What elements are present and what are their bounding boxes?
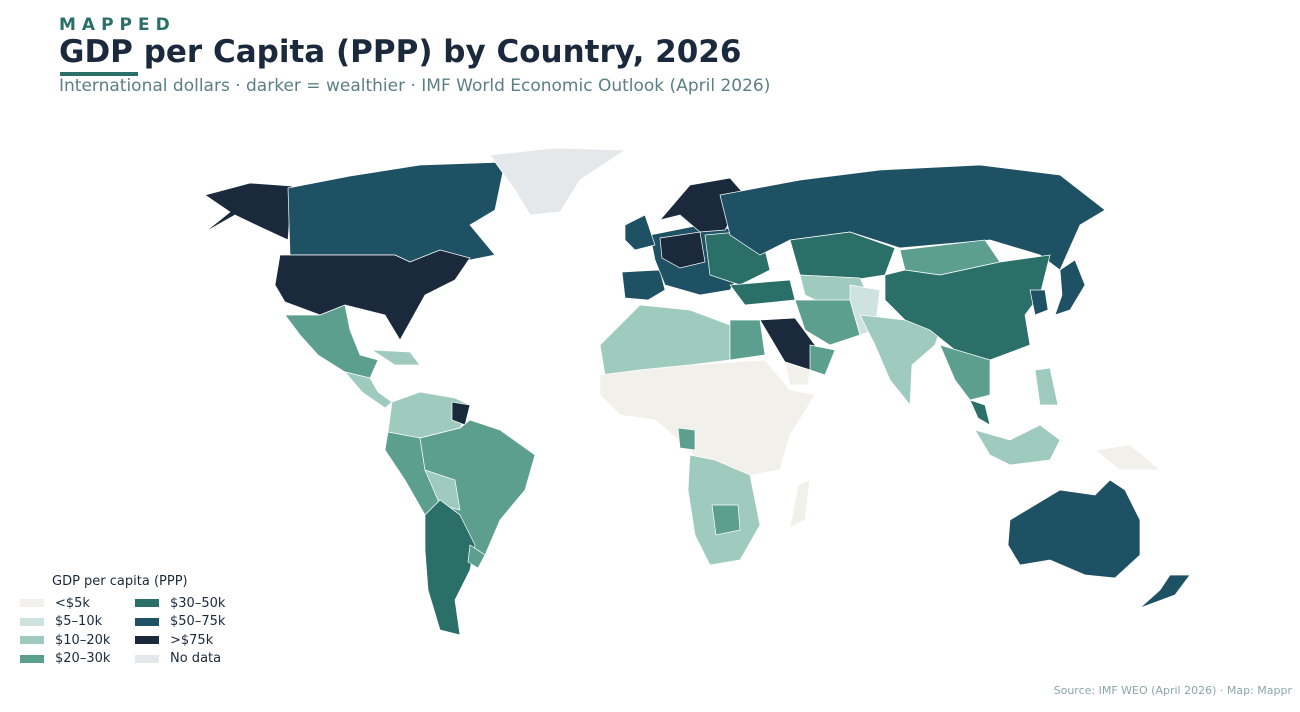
brand: MAPPED	[59, 15, 176, 35]
legend-swatch	[135, 654, 159, 663]
papua	[1094, 444, 1161, 471]
uruguay	[467, 544, 486, 569]
madagascar	[789, 479, 811, 529]
legend-swatch	[135, 599, 159, 608]
legend-label: $30–50k	[170, 595, 226, 611]
central-africa	[599, 359, 816, 506]
legend-item: >$75k	[135, 631, 245, 650]
source: Source: IMF WEO (April 2026) · Map: Mapp…	[1053, 684, 1292, 697]
title-underline	[60, 72, 138, 76]
subtitle: International dollars · darker = wealthi…	[59, 76, 771, 96]
legend-label: $5–10k	[55, 614, 103, 630]
title: GDP per Capita (PPP) by Country, 2026	[59, 34, 742, 70]
legend-label: $20–30k	[55, 651, 111, 667]
legend-item: No data	[135, 650, 245, 669]
iran	[794, 299, 861, 346]
legend-label: >$75k	[170, 632, 214, 648]
oman-uae	[809, 344, 836, 376]
legend-items: <$5k $5–10k $10–20k $20–30k $30–50k $50–75k >$…	[20, 594, 245, 668]
legend-item: $10–20k	[20, 631, 135, 650]
legend-label: $10–20k	[55, 632, 111, 648]
iberia	[621, 269, 666, 301]
canada	[287, 161, 506, 263]
new-zealand	[1139, 574, 1191, 609]
legend-swatch	[135, 617, 159, 626]
legend-item: $20–30k	[20, 650, 135, 669]
legend-swatch	[20, 636, 44, 645]
malaysia	[969, 399, 991, 426]
legend-label: $50–75k	[170, 614, 226, 630]
legend-item: $50–75k	[135, 613, 245, 632]
legend-swatch	[20, 617, 44, 626]
legend-swatch	[20, 599, 44, 608]
botswana	[711, 504, 741, 536]
legend-item: <$5k	[20, 594, 135, 613]
legend-item: $5–10k	[20, 613, 135, 632]
russia	[719, 164, 1106, 271]
egypt	[729, 319, 766, 361]
legend-label: No data	[170, 651, 222, 667]
uk-ireland	[624, 214, 656, 251]
argentina-chile	[424, 499, 476, 636]
china	[884, 254, 1051, 361]
greenland	[489, 147, 627, 216]
japan	[1054, 259, 1086, 316]
germany-benelux	[659, 231, 706, 269]
philippines	[1034, 367, 1059, 406]
korea	[1029, 289, 1049, 316]
legend-label: <$5k	[55, 595, 90, 611]
caribbean	[370, 349, 421, 366]
indonesia	[974, 424, 1061, 466]
legend-title: GDP per capita (PPP)	[52, 574, 188, 589]
legend-item: $30–50k	[135, 594, 245, 613]
australia	[1007, 479, 1141, 579]
legend-swatch	[20, 654, 44, 663]
central-america	[344, 371, 393, 409]
mexico	[284, 304, 379, 379]
bolivia	[424, 469, 461, 511]
southeast-asia	[939, 344, 991, 401]
legend: GDP per capita (PPP) <$5k $5–10k $10–20k $2…	[20, 574, 245, 668]
usa	[274, 249, 471, 341]
gabon	[677, 427, 696, 451]
yemen	[784, 361, 811, 386]
alaska	[204, 182, 293, 241]
legend-swatch	[135, 636, 159, 645]
